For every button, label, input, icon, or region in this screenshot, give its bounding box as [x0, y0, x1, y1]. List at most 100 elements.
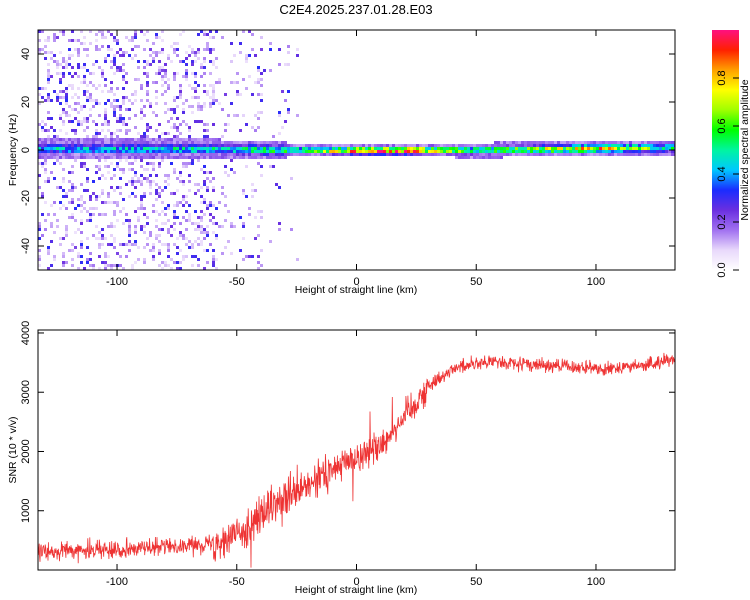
heatmap-cell — [260, 99, 263, 102]
heatmap-cell — [89, 42, 92, 45]
heatmap-cell — [119, 48, 122, 51]
colorbar-gradient — [712, 30, 739, 270]
heatmap-cell — [158, 123, 161, 126]
heatmap-cell — [98, 231, 101, 234]
heatmap-cell — [191, 105, 194, 108]
heatmap-cell — [119, 129, 122, 132]
heatmap-cell — [140, 207, 143, 210]
heatmap-cell — [197, 156, 200, 159]
heatmap-cell — [47, 129, 50, 132]
heatmap-cell — [62, 120, 65, 123]
heatmap-cell — [596, 141, 599, 144]
heatmap-cell — [113, 213, 116, 216]
heatmap-cell — [242, 258, 245, 261]
heatmap-cell — [77, 63, 80, 66]
heatmap-cell — [236, 147, 239, 150]
heatmap-cell — [188, 141, 191, 144]
heatmap-cell — [575, 150, 578, 153]
heatmap-cell — [74, 219, 77, 222]
heatmap-cell — [170, 153, 173, 156]
heatmap-cell — [71, 84, 74, 87]
heatmap-cell — [50, 75, 53, 78]
heatmap-cell — [188, 189, 191, 192]
heatmap-cell — [107, 129, 110, 132]
snr-series-line — [38, 352, 675, 568]
spectrogram-xtick-label: -100 — [106, 276, 128, 288]
heatmap-cell — [206, 147, 209, 150]
heatmap-cell — [77, 111, 80, 114]
heatmap-cell — [659, 144, 662, 147]
heatmap-cell — [101, 234, 104, 237]
heatmap-cell — [134, 90, 137, 93]
heatmap-cell — [281, 144, 284, 147]
heatmap-cell — [53, 138, 56, 141]
spectrogram-xtick-label: -50 — [229, 276, 245, 288]
heatmap-cell — [176, 48, 179, 51]
heatmap-cell — [146, 138, 149, 141]
heatmap-cell — [179, 249, 182, 252]
heatmap-cell — [152, 42, 155, 45]
heatmap-cell — [158, 135, 161, 138]
heatmap-cell — [302, 144, 305, 147]
heatmap-cell — [410, 144, 413, 147]
heatmap-cell — [44, 138, 47, 141]
heatmap-cell — [485, 144, 488, 147]
heatmap-cell — [545, 141, 548, 144]
heatmap-cell — [50, 240, 53, 243]
heatmap-cell — [515, 144, 518, 147]
heatmap-cell — [260, 144, 263, 147]
heatmap-cell — [104, 237, 107, 240]
heatmap-cell — [65, 141, 68, 144]
heatmap-cell — [233, 150, 236, 153]
heatmap-cell — [119, 144, 122, 147]
heatmap-cell — [251, 195, 254, 198]
heatmap-cell — [191, 150, 194, 153]
heatmap-cell — [68, 63, 71, 66]
heatmap-cell — [62, 141, 65, 144]
heatmap-cell — [230, 222, 233, 225]
heatmap-cell — [194, 183, 197, 186]
heatmap-cell — [602, 150, 605, 153]
heatmap-cell — [41, 150, 44, 153]
heatmap-cell — [107, 45, 110, 48]
heatmap-cell — [389, 147, 392, 150]
heatmap-cell — [134, 138, 137, 141]
heatmap-cell — [173, 147, 176, 150]
heatmap-cell — [125, 138, 128, 141]
heatmap-cell — [221, 36, 224, 39]
heatmap-cell — [287, 45, 290, 48]
heatmap-cell — [95, 141, 98, 144]
heatmap-cell — [278, 222, 281, 225]
heatmap-cell — [278, 48, 281, 51]
heatmap-cell — [191, 153, 194, 156]
heatmap-cell — [581, 150, 584, 153]
heatmap-cell — [182, 234, 185, 237]
heatmap-cell — [128, 162, 131, 165]
heatmap-cell — [140, 141, 143, 144]
heatmap-cell — [143, 195, 146, 198]
heatmap-cell — [134, 36, 137, 39]
heatmap-cell — [653, 141, 656, 144]
heatmap-cell — [140, 225, 143, 228]
heatmap-cell — [110, 141, 113, 144]
heatmap-cell — [539, 150, 542, 153]
heatmap-cell — [611, 153, 614, 156]
heatmap-cell — [662, 153, 665, 156]
heatmap-cell — [62, 66, 65, 69]
heatmap-cell — [119, 210, 122, 213]
heatmap-cell — [575, 141, 578, 144]
heatmap-cell — [548, 141, 551, 144]
heatmap-cell — [170, 144, 173, 147]
heatmap-cell — [671, 141, 674, 144]
heatmap-cell — [140, 30, 143, 33]
heatmap-cell — [158, 252, 161, 255]
heatmap-cell — [131, 48, 134, 51]
heatmap-cell — [101, 237, 104, 240]
heatmap-cell — [194, 192, 197, 195]
heatmap-cell — [137, 138, 140, 141]
heatmap-cell — [164, 138, 167, 141]
heatmap-cell — [113, 153, 116, 156]
heatmap-cell — [74, 246, 77, 249]
heatmap-cell — [197, 51, 200, 54]
heatmap-cell — [398, 150, 401, 153]
